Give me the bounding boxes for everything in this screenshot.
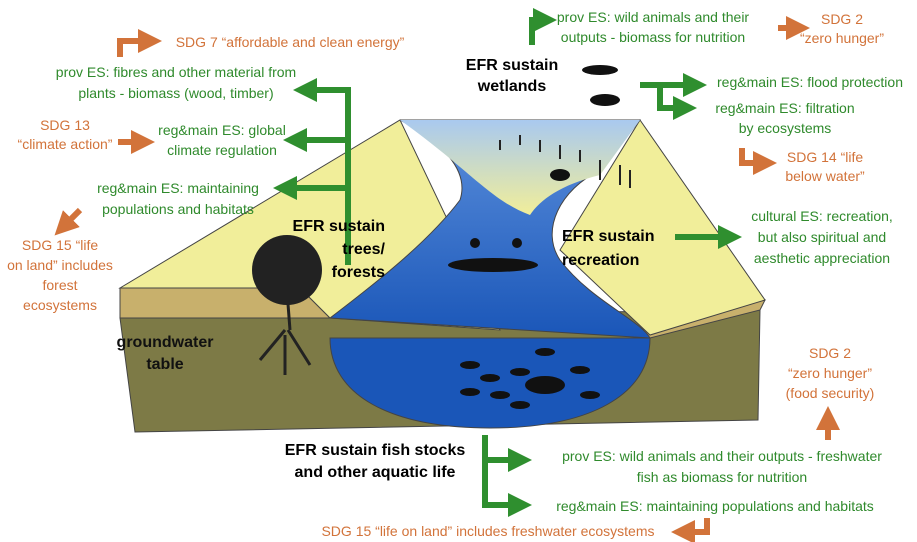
text-line: fish as biomass for nutrition [637,469,807,485]
text-line: EFR sustain fish stocks [285,442,466,459]
text-line: wetlands [477,78,547,95]
text-line: cultural ES: recreation, [751,208,893,224]
text-line: trees/ [342,241,385,258]
tree-crown [252,235,322,305]
es-label: reg&main ES: filtration by ecosystems [715,100,854,136]
diagram: SDG 7 “affordable and clean energy” SDG 1… [0,0,917,542]
sdg-label: SDG 2 “zero hunger” (food security) [786,345,875,401]
bird [582,65,618,75]
sdg-label: SDG 7 “affordable and clean energy” [176,34,405,50]
text-line: SDG 15 “life [22,237,98,253]
text-line: aesthetic appreciation [754,250,890,266]
text-line: plants - biomass (wood, timber) [78,85,273,101]
es-label: prov ES: fibres and other material from p… [56,64,296,101]
es-label: reg&main ES: maintaining populations and … [97,180,259,217]
text-line: SDG 14 “life [787,149,863,165]
text-line: SDG 7 “affordable and clean energy” [176,34,405,50]
text-line: and other aquatic life [295,464,456,481]
es-label: prov ES: wild animals and their outputs … [562,448,882,485]
es-label: reg&main ES: maintaining populations and… [556,498,874,514]
text-line: prov ES: wild animals and their [557,9,750,25]
text-line: on land” includes [7,257,113,273]
es-label: prov ES: wild animals and their outputs -… [557,9,750,45]
es-label: reg&main ES: global climate regulation [158,122,286,158]
canoe [448,258,538,272]
text-line: groundwater [117,334,214,351]
es-label: cultural ES: recreation, but also spiritu… [751,208,893,266]
text-line: SDG 2 [821,11,863,27]
text-line: SDG 2 [809,345,851,361]
text-line: SDG 15 “life on land” includes freshwate… [321,523,654,539]
text-line: SDG 13 [40,117,90,133]
efr-label: EFR sustain wetlands [466,57,558,95]
sdg-label: SDG 2 “zero hunger” [800,11,884,46]
text-line: reg&main ES: flood protection [717,74,903,90]
text-line: populations and habitats [102,201,254,217]
text-line: forests [332,264,385,281]
landscape [120,65,765,432]
text-line: climate regulation [167,142,277,158]
text-line: reg&main ES: maintaining populations and… [556,498,874,514]
sdg-label: SDG 14 “life below water” [785,149,865,184]
sdg-label: SDG 15 “life on land” includes freshwate… [321,523,654,539]
text-line: reg&main ES: maintaining [97,180,259,196]
text-line: EFR sustain [466,57,558,74]
text-line: prov ES: wild animals and their outputs … [562,448,882,464]
text-line: EFR sustain [562,228,654,245]
text-line: EFR sustain [293,218,385,235]
text-line: “zero hunger” [800,30,884,46]
sdg-label: SDG 13 “climate action” [18,117,113,152]
bird [590,94,620,106]
text-line: below water” [785,168,865,184]
text-line: (food security) [786,385,875,401]
efr-label: EFR sustain fish stocks and other aquatic… [285,442,466,481]
bird [550,169,570,181]
text-line: forest [42,277,77,293]
sdg-label: SDG 15 “life on land” includes forest ecosy… [7,237,113,313]
paddler [512,238,522,248]
text-line: prov ES: fibres and other material from [56,64,296,80]
text-line: ecosystems [23,297,97,313]
text-line: reg&main ES: filtration [715,100,854,116]
text-line: recreation [562,252,639,269]
text-line: reg&main ES: global [158,122,286,138]
text-line: table [146,356,183,373]
text-line: by ecosystems [739,120,832,136]
paddler [470,238,480,248]
text-line: outputs - biomass for nutrition [561,29,745,45]
text-line: “climate action” [18,136,113,152]
es-label: reg&main ES: flood protection [717,74,903,90]
text-line: but also spiritual and [758,229,886,245]
text-line: “zero hunger” [788,365,872,381]
